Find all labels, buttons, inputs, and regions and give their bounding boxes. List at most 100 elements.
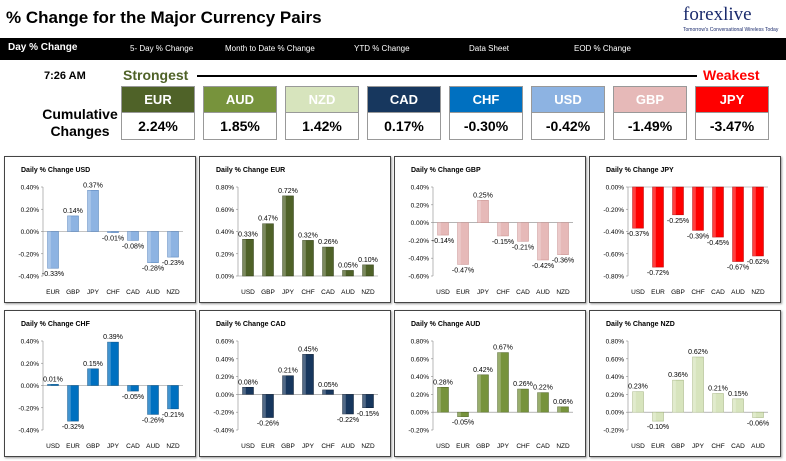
y-tick-label: 0.40% bbox=[411, 185, 430, 192]
currency-box-aud: AUD 1.85% bbox=[203, 86, 277, 140]
bar-group bbox=[457, 411, 469, 417]
bar-highlight bbox=[147, 385, 151, 415]
data-label: -0.01% bbox=[102, 236, 124, 243]
currency-value: 0.17% bbox=[368, 112, 440, 139]
forexlive-logo[interactable]: forexlive Tomorrow's Conversational Wire… bbox=[683, 4, 778, 36]
bar-group bbox=[342, 270, 354, 277]
x-tick-label: AUD bbox=[146, 443, 160, 450]
bar-chart: Daily % Change CAD 0.60% 0.40% 0.20% 0.00% -0… bbox=[213, 321, 379, 450]
x-tick-label: CAD bbox=[516, 289, 530, 296]
y-tick-label: 0.00% bbox=[216, 392, 235, 399]
chart-title: Daily % Change USD bbox=[21, 167, 90, 174]
bar-highlight bbox=[167, 385, 171, 409]
bar-highlight bbox=[437, 387, 441, 413]
bar-group bbox=[692, 186, 704, 231]
y-tick-label: 0.20% bbox=[216, 251, 235, 258]
bar bbox=[147, 231, 159, 263]
bar-highlight bbox=[457, 412, 461, 417]
y-tick-label: 0.40% bbox=[606, 374, 625, 381]
currency-name: CHF bbox=[450, 87, 522, 112]
y-tick-label: -0.20% bbox=[408, 238, 429, 245]
bar bbox=[632, 186, 644, 229]
data-label: -0.21% bbox=[512, 244, 534, 251]
bar-group bbox=[87, 368, 99, 386]
bar-group bbox=[322, 389, 334, 395]
data-label: 0.10% bbox=[358, 257, 378, 264]
bar-chart: Daily % Change JPY 0.00% -0.20% -0.40% -0.60… bbox=[603, 167, 769, 296]
y-tick-label: -0.20% bbox=[213, 410, 234, 417]
bar-group bbox=[652, 186, 664, 268]
x-tick-label: JPY bbox=[302, 443, 315, 450]
tab-eod-change[interactable]: EOD % Change bbox=[574, 44, 631, 53]
x-tick-label: CHF bbox=[301, 289, 314, 296]
bar-chart: Daily % Change AUD0.80%0.60%0.40%0.20%0.… bbox=[408, 321, 573, 450]
x-tick-label: EUR bbox=[651, 443, 665, 450]
y-tick-label: 0.00% bbox=[21, 383, 40, 390]
data-label: -0.47% bbox=[452, 267, 474, 274]
data-label: -0.72% bbox=[647, 270, 669, 277]
bar bbox=[47, 384, 59, 386]
tab-data-sheet[interactable]: Data Sheet bbox=[469, 44, 510, 53]
data-label: 0.72% bbox=[278, 188, 298, 195]
x-tick-label: EUR bbox=[456, 289, 470, 296]
bar-highlight bbox=[302, 240, 306, 276]
x-tick-label: AUD bbox=[536, 289, 550, 296]
x-tick-label: CHF bbox=[691, 289, 704, 296]
bar-group bbox=[732, 186, 744, 262]
y-tick-label: 0.40% bbox=[411, 374, 430, 381]
logo-tagline: Tomorrow's Conversational Wireless Today bbox=[683, 27, 779, 33]
tab-day-change[interactable]: Day % Change bbox=[8, 42, 78, 53]
tab-ytd-change[interactable]: YTD % Change bbox=[354, 44, 410, 53]
chart-panel-cad: Daily % Change CAD 0.60% 0.40% 0.20% 0.00% -0… bbox=[199, 310, 391, 457]
currency-value: 1.85% bbox=[204, 112, 276, 139]
bar-highlight bbox=[557, 406, 561, 413]
currency-value: -0.42% bbox=[532, 112, 604, 139]
bar-highlight bbox=[87, 190, 91, 232]
bar-group bbox=[497, 352, 509, 413]
y-tick-label: 0.40% bbox=[21, 185, 40, 192]
data-label: -0.15% bbox=[492, 239, 514, 246]
bar bbox=[127, 231, 139, 241]
bar-group bbox=[302, 354, 314, 395]
bar bbox=[497, 352, 509, 413]
chart-title: Daily % Change CAD bbox=[216, 321, 286, 328]
y-tick-label: 0.20% bbox=[411, 202, 430, 209]
bar bbox=[362, 264, 374, 277]
tab-month-to-date-change[interactable]: Month to Date % Change bbox=[225, 44, 315, 53]
bar-group bbox=[147, 231, 159, 263]
x-tick-label: NZD bbox=[361, 289, 375, 296]
bar-highlight bbox=[517, 389, 521, 413]
bar-highlight bbox=[692, 357, 696, 413]
bar-group bbox=[557, 406, 569, 413]
bar-highlight bbox=[437, 222, 441, 236]
bar-group bbox=[282, 195, 294, 277]
chart-panel-usd: Daily % Change USD 0.40% 0.20% 0.00% -0.20% -… bbox=[4, 156, 196, 303]
bar bbox=[437, 387, 449, 413]
data-label: 0.05% bbox=[338, 262, 358, 269]
bar-highlight bbox=[47, 384, 51, 386]
x-tick-label: AUD bbox=[341, 443, 355, 450]
bar-highlight bbox=[342, 270, 346, 276]
data-label: -0.45% bbox=[707, 240, 729, 247]
bar bbox=[557, 406, 569, 413]
tab-5-day-change[interactable]: 5- Day % Change bbox=[130, 44, 194, 53]
bar bbox=[107, 341, 119, 386]
data-label: -0.62% bbox=[747, 259, 769, 266]
bar-group bbox=[127, 385, 139, 392]
bar-group bbox=[632, 391, 644, 413]
currency-name: NZD bbox=[286, 87, 358, 112]
chart-panel-aud: Daily % Change AUD 0.80% 0.60% 0.40% 0.20% 0.… bbox=[394, 310, 586, 457]
bar-group bbox=[692, 356, 704, 413]
x-tick-label: USD bbox=[631, 289, 645, 296]
bar bbox=[497, 222, 509, 237]
y-tick-label: -0.40% bbox=[18, 274, 39, 281]
data-label: -0.23% bbox=[162, 260, 184, 267]
bar bbox=[712, 393, 724, 413]
bar-chart: Daily % Change EUR 0.80% 0.60% 0.40% 0.20% 0.… bbox=[216, 167, 378, 296]
x-tick-label: EUR bbox=[46, 289, 60, 296]
currency-name: GBP bbox=[614, 87, 686, 112]
strength-scale-line bbox=[197, 75, 697, 77]
bar-highlight bbox=[557, 222, 561, 255]
bar bbox=[282, 195, 294, 277]
x-tick-label: EUR bbox=[456, 443, 470, 450]
